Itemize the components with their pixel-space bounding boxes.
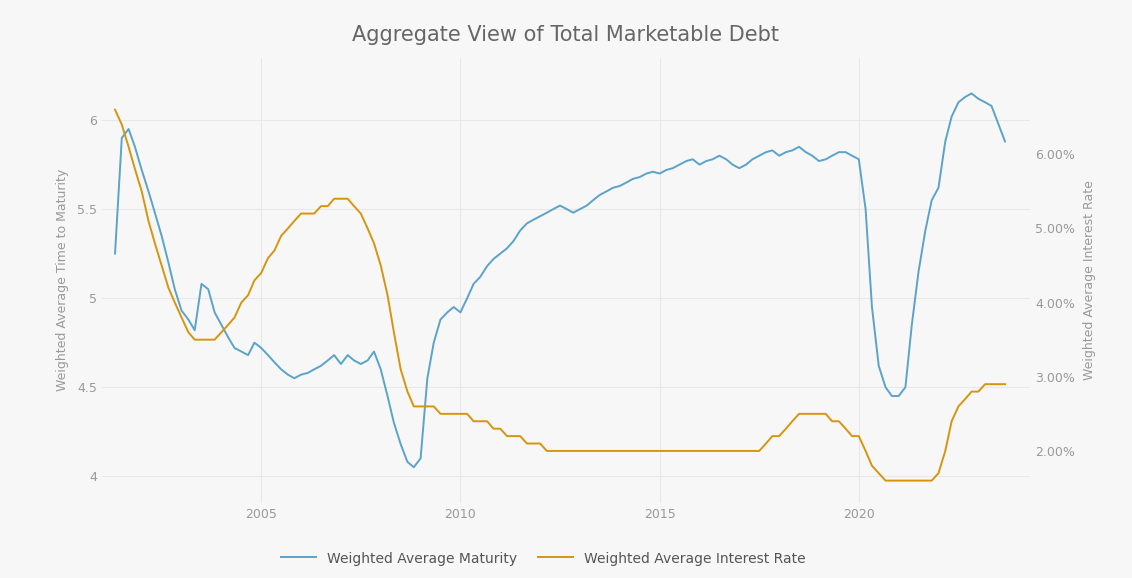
Line: Weighted Average Interest Rate: Weighted Average Interest Rate xyxy=(115,110,1005,480)
Weighted Average Maturity xyxy=(315,362,328,369)
Weighted Average Maturity xyxy=(885,392,899,399)
Weighted Average Maturity xyxy=(109,250,122,257)
Weighted Average Maturity xyxy=(408,464,421,470)
Weighted Average Maturity xyxy=(964,90,978,97)
Weighted Average Interest Rate xyxy=(315,203,328,210)
Weighted Average Maturity xyxy=(586,197,600,203)
Weighted Average Maturity xyxy=(998,138,1012,145)
Weighted Average Maturity xyxy=(619,179,633,186)
Y-axis label: Weighted Average Time to Maturity: Weighted Average Time to Maturity xyxy=(55,169,69,391)
Weighted Average Interest Rate xyxy=(109,106,122,113)
Weighted Average Interest Rate xyxy=(878,477,892,484)
Weighted Average Interest Rate xyxy=(580,447,593,454)
Title: Aggregate View of Total Marketable Debt: Aggregate View of Total Marketable Debt xyxy=(352,25,780,45)
Weighted Average Interest Rate xyxy=(885,477,899,484)
Line: Weighted Average Maturity: Weighted Average Maturity xyxy=(115,94,1005,467)
Weighted Average Interest Rate xyxy=(746,447,760,454)
Y-axis label: Weighted Average Interest Rate: Weighted Average Interest Rate xyxy=(1083,180,1096,380)
Legend: Weighted Average Maturity, Weighted Average Interest Rate: Weighted Average Maturity, Weighted Aver… xyxy=(276,546,811,571)
Weighted Average Maturity xyxy=(945,113,959,120)
Weighted Average Interest Rate xyxy=(998,381,1012,388)
Weighted Average Maturity xyxy=(753,152,766,159)
Weighted Average Interest Rate xyxy=(945,418,959,425)
Weighted Average Interest Rate xyxy=(614,447,627,454)
